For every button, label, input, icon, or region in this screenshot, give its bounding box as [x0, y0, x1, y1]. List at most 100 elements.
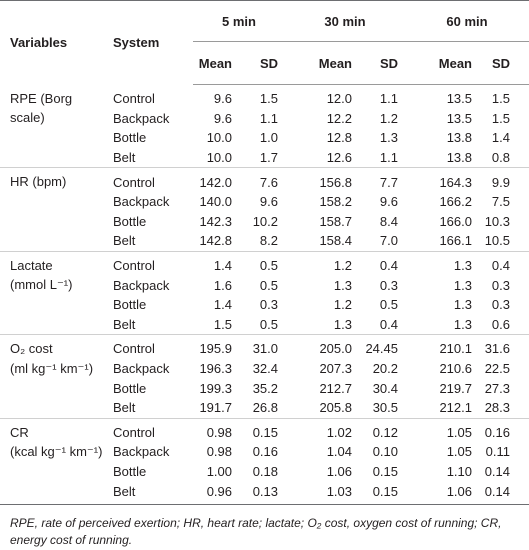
stat-header: Mean [193, 41, 240, 85]
system-cell: Backpack [113, 110, 170, 126]
value-cell: 7.5 [491, 194, 510, 210]
value-cell: 0.16 [252, 444, 278, 460]
system-cell: Belt [113, 316, 136, 332]
value-cell: 164.3 [439, 174, 472, 190]
value-cell: 219.7 [439, 380, 472, 396]
value-cell: 10.5 [484, 233, 510, 249]
variable-label: (kcal kg⁻¹ km⁻¹) [10, 444, 103, 460]
variable-label: HR (bpm) [10, 174, 67, 190]
value-cell: 0.11 [485, 444, 510, 460]
value-cell: 1.3 [453, 297, 472, 313]
value-cell: 9.6 [213, 91, 232, 107]
value-cell: 12.0 [326, 91, 352, 107]
value-cell: 20.2 [372, 361, 398, 377]
value-cell: 1.5 [213, 316, 232, 332]
value-cell: 31.6 [484, 341, 510, 357]
value-cell: 12.2 [326, 110, 352, 126]
value-cell: 0.14 [484, 483, 510, 499]
data-row: Belt 142.8 8.2 158.4 7.0 166.1 10.5 [0, 231, 529, 251]
data-row: Backpack 0.98 0.16 1.04 0.10 1.05 0.11 [0, 442, 529, 462]
footnote: RPE, rate of perceived exertion; HR, hea… [10, 515, 502, 547]
value-cell: 191.7 [199, 400, 232, 416]
value-cell: 9.9 [491, 174, 510, 190]
value-cell: 0.96 [206, 483, 232, 499]
value-cell: 1.2 [333, 258, 352, 274]
value-cell: 1.02 [326, 424, 352, 440]
data-row: CR (kcal kg⁻¹ km⁻¹) Control 0.98 0.15 1.02 0.1… [0, 418, 529, 459]
value-cell: 1.5 [491, 110, 510, 126]
value-cell: 8.2 [259, 233, 278, 249]
value-cell: 0.4 [379, 316, 398, 332]
value-cell: 1.4 [491, 130, 510, 146]
value-cell: 10.2 [252, 213, 278, 229]
header-row: Mean SD Mean SD Mean SD [0, 41, 529, 85]
value-cell: 1.00 [206, 463, 232, 479]
variable-cell: HR (bpm) [0, 168, 103, 251]
value-cell: 10.0 [206, 130, 232, 146]
header-row: Variables System 5 min 30 min 60 min [0, 0, 529, 50]
value-cell: 199.3 [199, 380, 232, 396]
variable-label: CR [10, 424, 29, 440]
data-row: Bottle 1.4 0.3 1.2 0.5 1.3 0.3 [0, 295, 529, 315]
header-cell: Variables [10, 35, 68, 51]
value-cell: 0.6 [491, 316, 510, 332]
value-cell: 158.4 [319, 233, 352, 249]
system-cell: Backpack [113, 444, 170, 460]
variable-label: RPE (Borg [10, 90, 73, 106]
value-cell: 0.5 [379, 297, 398, 313]
value-cell: 1.2 [333, 297, 352, 313]
value-cell: 32.4 [252, 361, 278, 377]
value-cell: 22.5 [484, 361, 510, 377]
data-row: Lactate (mmol L⁻¹) Control 1.4 0.5 1.2 0.4 1.3 0… [0, 251, 529, 292]
value-cell: 8.4 [379, 213, 398, 229]
value-cell: 0.5 [259, 277, 278, 293]
value-cell: 10.0 [206, 150, 232, 166]
value-cell: 0.8 [491, 150, 510, 166]
value-cell: 1.5 [491, 91, 510, 107]
stat-header: SD [358, 41, 405, 85]
value-cell: 1.05 [446, 444, 472, 460]
data-row: Bottle 142.3 10.2 158.7 8.4 166.0 10.3 [0, 212, 529, 232]
value-cell: 158.2 [319, 194, 352, 210]
value-cell: 1.4 [213, 297, 232, 313]
value-cell: 1.3 [453, 277, 472, 293]
data-row: Belt 0.96 0.13 1.03 0.15 1.06 0.14 [0, 481, 529, 504]
value-cell: 24.45 [365, 341, 398, 357]
stat-header: SD [240, 41, 285, 85]
value-cell: 210.6 [439, 361, 472, 377]
value-cell: 1.5 [259, 91, 278, 107]
value-cell: 7.6 [259, 174, 278, 190]
value-cell: 196.3 [199, 361, 232, 377]
value-cell: 0.16 [484, 424, 510, 440]
data-table: Variables System 5 min 30 min 60 min Mean SD Me… [0, 0, 529, 505]
value-cell: 26.8 [252, 400, 278, 416]
data-row: RPE (Borg scale) Control 9.6 1.5 12.0 1.1 13.5 1… [0, 85, 529, 126]
value-cell: 212.7 [319, 380, 352, 396]
value-cell: 12.6 [326, 150, 352, 166]
value-cell: 0.4 [491, 258, 510, 274]
data-row: Bottle 10.0 1.0 12.8 1.3 13.8 1.4 [0, 128, 529, 148]
value-cell: 0.5 [259, 316, 278, 332]
system-cell: Control [113, 258, 155, 274]
data-row: Backpack 9.6 1.1 12.2 1.2 13.5 1.5 [0, 109, 529, 129]
value-cell: 158.7 [319, 213, 352, 229]
system-cell: Backpack [113, 277, 170, 293]
value-cell: 7.0 [379, 233, 398, 249]
data-row: Backpack 196.3 32.4 207.3 20.2 210.6 22.5 [0, 359, 529, 379]
time-header: 60 min [405, 0, 529, 42]
value-cell: 207.3 [319, 361, 352, 377]
value-cell: 13.5 [446, 91, 472, 107]
data-row: Belt 191.7 26.8 205.8 30.5 212.1 28.3 [0, 398, 529, 418]
variable-label: (ml kg⁻¹ km⁻¹) [10, 360, 94, 376]
system-cell: Bottle [113, 130, 147, 146]
value-cell: 142.3 [199, 213, 232, 229]
data-row: Belt 10.0 1.7 12.6 1.1 13.8 0.8 [0, 148, 529, 168]
variable-cell: O₂ cost (ml kg⁻¹ km⁻¹) [0, 335, 103, 418]
data-row: Bottle 1.00 0.18 1.06 0.15 1.10 0.14 [0, 462, 529, 482]
system-cell: Control [113, 174, 155, 190]
value-cell: 140.0 [199, 194, 232, 210]
system-cell: Belt [113, 150, 136, 166]
value-cell: 0.98 [206, 424, 232, 440]
table-body: RPE (Borg scale) Control 9.6 1.5 12.0 1.1 13.5 1… [0, 85, 529, 505]
